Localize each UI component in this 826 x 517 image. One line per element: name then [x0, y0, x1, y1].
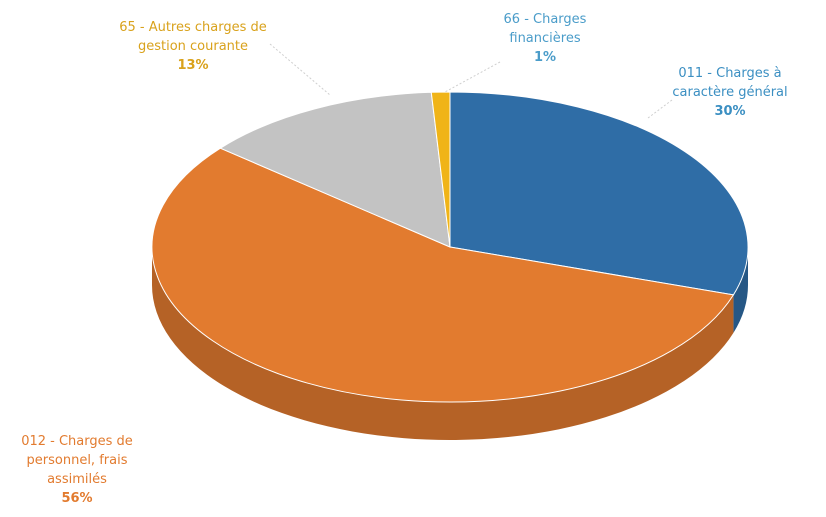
slice — [219, 91, 451, 248]
slice — [430, 91, 451, 248]
slice — [151, 147, 735, 403]
leader-line — [444, 61, 501, 93]
slice-label: 012 - Charges de personnel, frais assimi… — [2, 432, 152, 508]
category-label: 65 - Autres charges de gestion courante — [119, 20, 267, 54]
slice-side — [152, 247, 734, 441]
slice — [449, 91, 749, 296]
slice-side — [733, 247, 748, 333]
category-label: 012 - Charges de personnel, frais assimi… — [21, 434, 133, 487]
leader-line — [269, 43, 331, 96]
value-label: 1% — [533, 50, 557, 65]
leader-line — [647, 99, 673, 119]
value-label: 30% — [714, 104, 746, 119]
category-label: 011 - Charges à caractère général — [672, 66, 788, 100]
slice-label: 66 - Charges financières 1% — [490, 10, 600, 67]
value-label: 56% — [61, 491, 93, 506]
value-label: 13% — [177, 58, 209, 73]
slice-label: 011 - Charges à caractère général 30% — [670, 64, 790, 121]
slice-label: 65 - Autres charges de gestion courante 1… — [108, 18, 278, 75]
category-label: 66 - Charges financières — [503, 12, 587, 46]
